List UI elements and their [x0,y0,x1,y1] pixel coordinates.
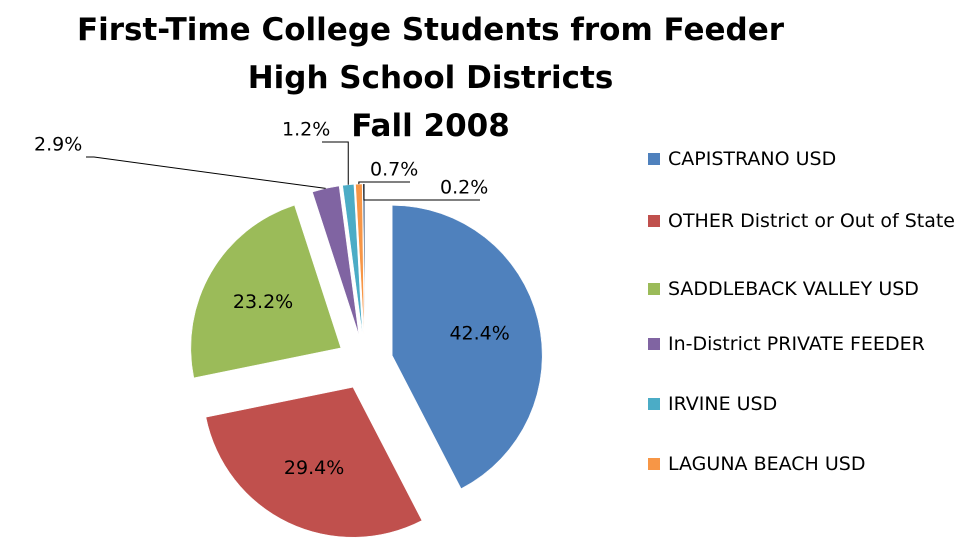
data-label: 23.2% [233,291,293,313]
legend-item: OTHER District or Out of State [648,208,958,234]
legend-swatch [648,283,660,295]
legend-label: LAGUNA BEACH USD [668,453,866,475]
data-label: 29.4% [284,457,344,479]
leader-line [363,184,480,201]
legend-label: OTHER District or Out of State [668,210,955,232]
legend-item: In-District PRIVATE FEEDER [648,331,958,357]
legend-swatch [648,338,660,350]
legend-label: SADDLEBACK VALLEY USD [668,278,919,300]
data-label: 1.2% [282,119,330,141]
pie-slice [205,386,423,538]
legend-swatch [648,458,660,470]
legend-swatch [648,398,660,410]
legend-item: IRVINE USD [648,391,958,417]
title-line: First-Time College Students from Feeder [76,12,785,48]
title-line: High School Districts [247,60,614,96]
data-label: 42.4% [449,323,509,345]
legend-swatch [648,215,660,227]
pie-slice [391,205,543,489]
legend-label: In-District PRIVATE FEEDER [668,333,925,355]
leader-line [86,156,326,189]
leader-line [322,141,349,185]
legend-swatch [648,153,660,165]
data-label: 0.7% [370,159,418,181]
pie-slice [190,204,342,379]
data-label: 2.9% [34,134,82,156]
legend-item: LAGUNA BEACH USD [648,451,958,477]
pie-slice [312,185,360,335]
legend-item: CAPISTRANO USD [648,146,958,172]
legend-label: IRVINE USD [668,393,778,415]
legend-item: SADDLEBACK VALLEY USD [648,276,958,302]
chart-title: First-Time College Students from Feeder … [0,6,961,150]
leader-line [358,181,410,185]
data-label: 0.2% [440,177,488,199]
title-line: Fall 2008 [351,108,510,144]
legend-label: CAPISTRANO USD [668,148,837,170]
